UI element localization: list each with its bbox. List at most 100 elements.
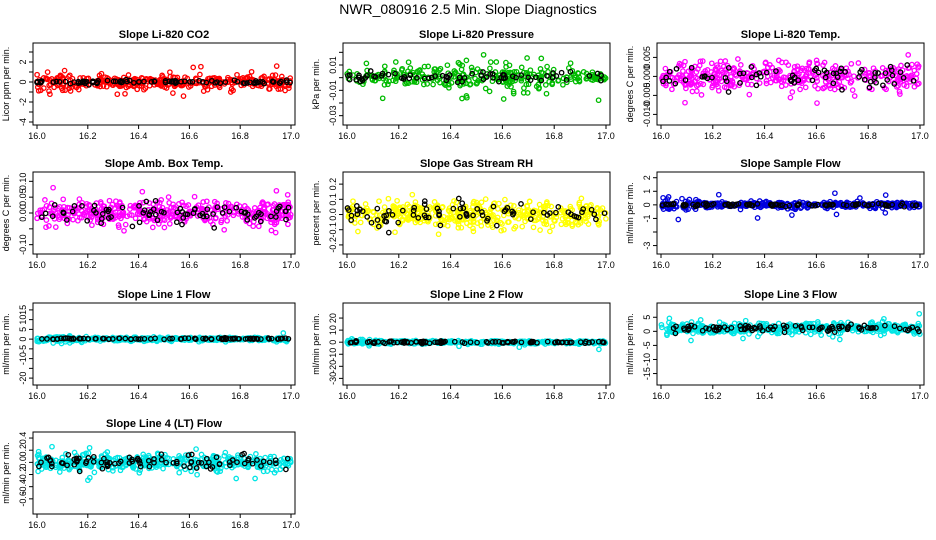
data-point: [124, 78, 130, 85]
data-point: [106, 197, 113, 204]
data-point: [887, 63, 894, 70]
data-point: [877, 332, 884, 339]
data-point: [284, 191, 291, 198]
data-point: [601, 210, 608, 217]
data-point: [66, 335, 73, 342]
data-point: [60, 196, 67, 203]
x-tick-label: 16.8: [231, 131, 249, 141]
data-points: [344, 51, 609, 104]
data-point: [129, 223, 136, 230]
data-point: [463, 210, 470, 217]
data-point: [50, 207, 57, 214]
chart-title: Slope Li-820 Pressure: [419, 29, 534, 41]
data-point: [698, 92, 705, 98]
data-point: [753, 82, 760, 89]
data-point: [194, 471, 200, 478]
data-point: [70, 216, 76, 223]
plot-frame: [656, 171, 925, 255]
data-point: [443, 73, 449, 80]
data-point: [549, 80, 556, 86]
x-tick-label: 16.6: [181, 131, 199, 141]
data-point: [425, 63, 432, 70]
data-point: [139, 75, 146, 82]
data-point: [56, 469, 63, 475]
data-point: [596, 346, 602, 353]
data-point: [169, 335, 176, 342]
data-point: [785, 62, 792, 68]
data-point: [776, 76, 782, 82]
data-point: [178, 78, 184, 85]
data-point: [575, 214, 582, 221]
data-point: [215, 335, 222, 341]
y-tick-label: -0.010: [642, 102, 652, 128]
y-tick-label: 2: [18, 59, 28, 64]
chart-panel: Slope Amb. Box Temp.degrees C per min.16…: [1, 158, 300, 270]
data-point: [204, 86, 211, 93]
data-point: [666, 78, 673, 84]
data-point: [513, 68, 520, 75]
data-point: [799, 327, 806, 334]
data-point: [821, 67, 828, 74]
data-point: [56, 79, 63, 85]
y-tick-label: 0.01: [328, 56, 338, 74]
data-point: [754, 201, 761, 207]
data-point: [283, 77, 290, 83]
data-point: [586, 339, 592, 346]
data-point: [192, 336, 199, 343]
data-point: [678, 75, 684, 82]
data-point: [70, 335, 77, 342]
data-point: [412, 199, 419, 205]
data-point: [766, 69, 773, 75]
data-point: [884, 77, 891, 83]
data-point: [502, 196, 508, 203]
data-point: [421, 201, 428, 208]
data-point: [244, 216, 251, 223]
data-point: [564, 219, 571, 226]
data-point: [575, 70, 582, 77]
data-point: [203, 198, 210, 205]
data-point: [741, 76, 747, 83]
x-tick-label: 17.0: [282, 260, 300, 270]
data-point: [720, 63, 727, 70]
data-point: [706, 326, 712, 332]
data-point: [568, 339, 575, 346]
data-point: [850, 201, 856, 208]
data-point: [770, 326, 777, 333]
data-point: [479, 212, 486, 219]
data-point: [260, 468, 267, 475]
data-point: [527, 216, 534, 222]
data-point: [83, 212, 90, 219]
data-point: [881, 315, 887, 322]
data-point: [543, 90, 550, 97]
data-point: [714, 203, 721, 210]
x-tick-label: 16.2: [704, 391, 722, 401]
data-point: [840, 201, 847, 208]
chart-title: Slope Amb. Box Temp.: [105, 158, 224, 170]
data-point: [831, 86, 838, 93]
data-point: [487, 65, 493, 72]
data-point: [861, 322, 868, 329]
data-point: [265, 201, 271, 208]
data-point: [686, 325, 692, 332]
data-point: [873, 79, 879, 86]
data-point: [815, 201, 821, 208]
data-point: [758, 203, 765, 210]
data-point: [593, 216, 599, 223]
data-point: [882, 70, 889, 76]
data-point: [498, 227, 505, 234]
data-point: [222, 79, 229, 85]
data-point: [220, 79, 227, 85]
y-tick-label: 0.0: [328, 208, 338, 221]
data-point: [759, 327, 766, 334]
y-axis-label: ml/min per min.: [1, 313, 11, 375]
data-point: [493, 59, 500, 65]
y-tick-label: -30: [328, 372, 338, 385]
data-point: [459, 62, 466, 69]
data-point: [872, 205, 879, 212]
data-point: [119, 463, 126, 470]
data-point: [533, 83, 540, 90]
plot-frame: [32, 302, 296, 386]
data-point: [659, 202, 666, 209]
data-point: [122, 221, 129, 228]
